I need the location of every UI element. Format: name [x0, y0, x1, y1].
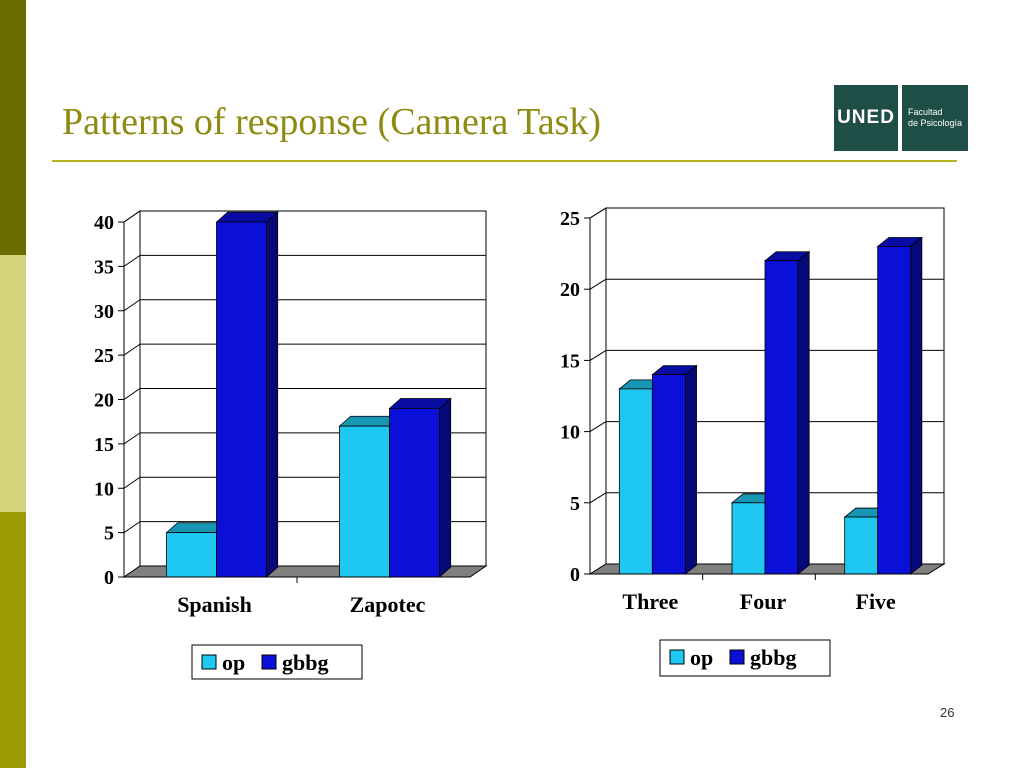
bar-top-gbbg — [388, 398, 452, 409]
bar-gbbg — [389, 407, 440, 578]
bar-op — [166, 532, 217, 578]
bar-gbbg — [216, 221, 267, 578]
y-tick-label: 25 — [560, 208, 580, 230]
logo-line-1: Facultad — [908, 107, 943, 117]
y-tick-label: 15 — [560, 350, 580, 372]
bar-gbbg — [877, 246, 912, 575]
y-tick-label: 10 — [94, 478, 114, 500]
y-tick-label: 10 — [560, 422, 580, 444]
y-tick-label: 25 — [94, 345, 114, 367]
logo-faculty: Facultad de Psicología — [902, 85, 968, 151]
gridline-diagonal — [123, 432, 141, 445]
logo-wordmark: UNED — [834, 85, 898, 151]
legend-box — [191, 644, 363, 680]
gridline-diagonal — [123, 210, 141, 223]
y-tick-label: 15 — [94, 434, 114, 456]
chart-1: 0 5 10 15 20 25 30 35 40 Spanish Zapotec op gbbg — [94, 210, 488, 680]
sidebar-segment-bottom — [0, 512, 26, 768]
bar-gbbg — [764, 260, 799, 575]
bar-gbbg — [651, 374, 686, 575]
chart-2: 0 5 10 15 20 25 Three Four Five op gbbg — [560, 207, 946, 677]
gridline-diagonal — [123, 343, 141, 356]
y-tick-label: 5 — [570, 493, 580, 515]
gridline-diagonal — [123, 254, 141, 267]
bar-top-gbbg — [215, 211, 279, 223]
slide-title: Patterns of response (Camera Task) — [62, 101, 602, 143]
bar-side-gbbg — [266, 211, 279, 578]
gridline-diagonal — [123, 476, 141, 489]
gridline-diagonal — [123, 299, 141, 312]
gridline-diagonal — [589, 278, 607, 290]
bar-side-gbbg — [797, 250, 810, 575]
gridline-diagonal — [123, 388, 141, 400]
gridline-diagonal — [589, 492, 607, 504]
bar-op — [339, 425, 390, 578]
y-tick-label: 40 — [94, 212, 114, 234]
x-category-label: Three — [622, 589, 678, 614]
bar-side-gbbg — [684, 364, 697, 575]
chart-side-wall — [589, 207, 607, 575]
y-tick-label: 20 — [94, 390, 114, 412]
legend-swatch-gbbg — [261, 654, 277, 670]
bar-side-gbbg — [439, 397, 452, 578]
legend-label-gbbg: gbbg — [750, 645, 796, 670]
legend-label-op: op — [690, 645, 713, 670]
uned-logo: UNED Facultad de Psicología — [834, 85, 968, 151]
logo-line-2: de Psicología — [908, 118, 963, 128]
gridline-diagonal — [589, 207, 607, 219]
page-number: 26 — [940, 705, 955, 720]
gridline-diagonal — [589, 349, 607, 361]
gridline-diagonal — [589, 421, 607, 433]
x-category-label: Four — [740, 589, 787, 614]
legend-box — [659, 639, 831, 677]
title-underline — [52, 160, 957, 162]
legend-swatch-op — [669, 649, 685, 665]
sidebar-segment-top — [0, 0, 26, 255]
x-category-label: Zapotec — [350, 592, 426, 617]
y-tick-label: 5 — [104, 523, 114, 545]
bar-op — [844, 516, 879, 575]
legend-label-gbbg: gbbg — [282, 650, 328, 675]
gridline-diagonal — [123, 521, 141, 534]
sidebar-decoration — [0, 0, 26, 768]
legend-swatch-op — [201, 654, 217, 670]
legend-label-op: op — [222, 650, 245, 675]
y-tick-label: 0 — [104, 567, 114, 589]
bar-side-gbbg — [910, 236, 923, 575]
x-category-label: Five — [856, 589, 897, 614]
chart-legend: op gbbg — [659, 639, 831, 677]
bar-op — [618, 388, 653, 575]
x-category-label: Spanish — [177, 592, 252, 617]
chart-legend: op gbbg — [191, 644, 363, 680]
sidebar-segment-middle — [0, 255, 26, 512]
y-tick-label: 30 — [94, 301, 114, 323]
bar-op — [731, 502, 766, 575]
y-tick-label: 20 — [560, 279, 580, 301]
y-tick-label: 0 — [570, 564, 580, 586]
legend-swatch-gbbg — [729, 649, 745, 665]
y-tick-label: 35 — [94, 256, 114, 278]
